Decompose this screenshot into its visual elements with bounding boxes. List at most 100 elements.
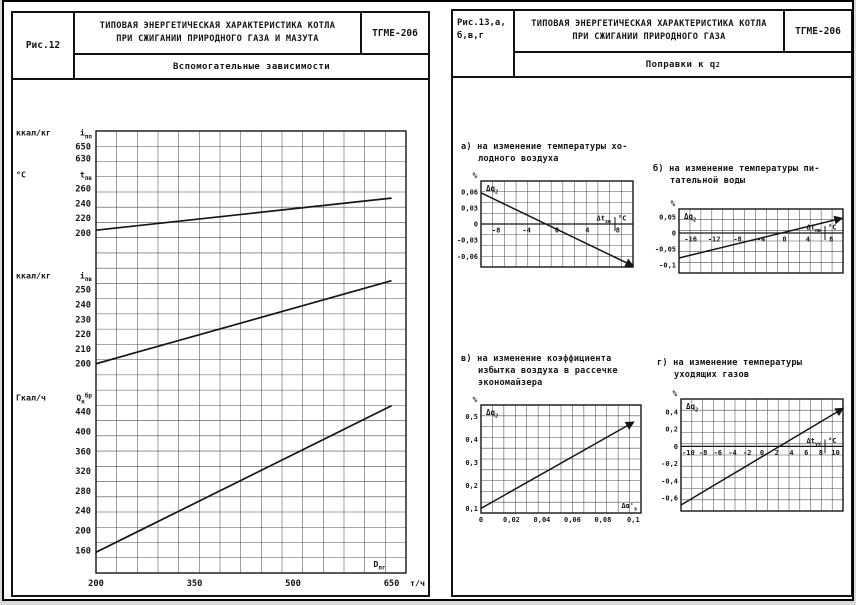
svg-text:220: 220 <box>75 330 91 340</box>
svg-text:350: 350 <box>187 579 203 589</box>
aux-dependencies-chart: ккал/кг iпп 650 630 °C tпв 260 240 220 200 ккал/кг… <box>16 128 425 589</box>
svg-text:0,05: 0,05 <box>659 214 676 222</box>
svg-text:0: 0 <box>674 443 678 451</box>
svg-text:400: 400 <box>75 427 91 437</box>
svg-text:0,06: 0,06 <box>564 516 581 524</box>
svg-text:8: 8 <box>829 236 833 244</box>
svg-text:%: % <box>672 389 677 398</box>
svg-text:-4: -4 <box>522 227 530 235</box>
svg-text:650: 650 <box>384 579 400 589</box>
svg-text:-10: -10 <box>682 449 695 457</box>
svg-text:0,04: 0,04 <box>534 516 551 524</box>
svg-text:ккал/кг: ккал/кг <box>16 128 51 138</box>
svg-text:0,1: 0,1 <box>627 516 640 524</box>
svg-text:Δq2: Δq2 <box>684 212 696 224</box>
svg-text:-8: -8 <box>733 236 741 244</box>
svg-text:%: % <box>670 199 675 208</box>
svg-text:-0,05: -0,05 <box>655 246 676 254</box>
svg-text:360: 360 <box>75 447 91 457</box>
svg-text:-0,6: -0,6 <box>661 495 678 503</box>
svg-text:240: 240 <box>75 300 91 310</box>
correction-chart-feedwater: % Δq2 0,05 0 -0,05 -0,1 -16 -12 -8 -4 0 4 8 Δtпв °C <box>655 199 844 274</box>
svg-text:°C: °C <box>618 215 626 223</box>
svg-text:8: 8 <box>819 449 823 457</box>
svg-text:4: 4 <box>585 227 589 235</box>
svg-text:280: 280 <box>75 487 91 497</box>
section-b-title: б) на изменение температуры пи-тательной… <box>653 164 820 187</box>
section-g-title: г) на изменение температуры уходящих газо… <box>657 358 803 381</box>
svg-text:230: 230 <box>75 315 91 325</box>
section-v-title: в) на изменение коэффициента избытка возд… <box>461 354 618 389</box>
svg-text:-6: -6 <box>714 449 722 457</box>
svg-text:0,4: 0,4 <box>665 408 678 416</box>
right-header: Рис.13,а, б,в,г ТИПОВАЯ ЭНЕРГЕТИЧЕСКАЯ ХА… <box>453 11 851 78</box>
svg-text:°C: °C <box>828 224 836 232</box>
figure-subtitle-left: Вспомогательные зависимости <box>172 61 331 72</box>
subtitle-prefix: Поправки к q <box>645 59 716 70</box>
svg-text:0,2: 0,2 <box>665 426 678 434</box>
svg-text:-0,1: -0,1 <box>659 262 676 270</box>
svg-text:0,02: 0,02 <box>503 516 520 524</box>
svg-text:°C: °C <box>828 437 836 445</box>
svg-text:Dпг: Dпг <box>373 559 385 572</box>
svg-text:4: 4 <box>789 449 793 457</box>
svg-text:0: 0 <box>760 449 764 457</box>
svg-text:320: 320 <box>75 467 91 477</box>
svg-text:-0,06: -0,06 <box>457 253 478 261</box>
svg-text:2: 2 <box>775 449 779 457</box>
svg-text:0,2: 0,2 <box>465 482 478 490</box>
svg-text:0,08: 0,08 <box>594 516 611 524</box>
svg-text:Δq2: Δq2 <box>686 402 698 414</box>
svg-text:220: 220 <box>75 214 91 224</box>
svg-text:iпп: iпп <box>80 128 93 141</box>
svg-text:Δq2: Δq2 <box>486 184 498 196</box>
svg-text:°C: °C <box>16 169 26 179</box>
svg-text:210: 210 <box>75 345 91 355</box>
svg-text:-0,4: -0,4 <box>661 477 678 485</box>
svg-text:200: 200 <box>75 526 91 536</box>
boiler-model-left: ТГМЕ-206 <box>360 13 428 55</box>
svg-text:260: 260 <box>75 184 91 194</box>
svg-text:630: 630 <box>75 155 91 165</box>
svg-text:0: 0 <box>782 236 786 244</box>
boiler-model-right: ТГМЕ-206 <box>783 11 851 53</box>
svg-text:0,03: 0,03 <box>461 204 478 212</box>
svg-text:0: 0 <box>479 516 483 524</box>
svg-text:0: 0 <box>672 230 676 238</box>
svg-text:-4: -4 <box>757 236 765 244</box>
svg-text:0,06: 0,06 <box>461 188 478 196</box>
svg-text:6: 6 <box>804 449 808 457</box>
svg-text:0,1: 0,1 <box>465 505 478 513</box>
figure-number-left: Рис.12 <box>13 13 75 78</box>
svg-text:-8: -8 <box>699 449 707 457</box>
document-title-right: ТИПОВАЯ ЭНЕРГЕТИЧЕСКАЯ ХАРАКТЕРИСТИКА КО… <box>515 11 783 53</box>
svg-text:-8: -8 <box>492 227 500 235</box>
page-left: Рис.12 ТИПОВАЯ ЭНЕРГЕТИЧЕСКАЯ ХАРАКТЕРИС… <box>11 11 430 597</box>
svg-text:Гкал/ч: Гкал/ч <box>16 393 46 403</box>
subtitle-subscript: 2 <box>715 60 721 69</box>
document-title-left: ТИПОВАЯ ЭНЕРГЕТИЧЕСКАЯ ХАРАКТЕРИСТИКА КО… <box>75 13 360 55</box>
svg-text:tпв: tпв <box>80 169 93 182</box>
svg-text:240: 240 <box>75 199 91 209</box>
svg-text:-12: -12 <box>708 236 721 244</box>
page-right: Рис.13,а, б,в,г ТИПОВАЯ ЭНЕРГЕТИЧЕСКАЯ ХА… <box>451 9 852 597</box>
correction-chart-cold-air: % Δq2 0,06 0,03 0 -0,03 -0,06 -8 -4 0 4 8 Δtхв °C <box>457 171 635 268</box>
section-a-title: а) на изменение температуры хо-лодного в… <box>461 142 628 165</box>
svg-text:iпв: iпв <box>80 271 93 284</box>
svg-text:%: % <box>472 397 477 404</box>
svg-text:200: 200 <box>75 229 91 239</box>
svg-text:0,4: 0,4 <box>465 436 478 444</box>
svg-text:Δtхв: Δtхв <box>597 215 612 226</box>
svg-text:0,3: 0,3 <box>465 459 478 467</box>
svg-text:4: 4 <box>806 236 810 244</box>
svg-text:0: 0 <box>555 227 559 235</box>
svg-text:160: 160 <box>75 546 91 556</box>
svg-text:Δtух: Δtух <box>807 437 822 448</box>
svg-text:-16: -16 <box>684 236 697 244</box>
svg-text:10: 10 <box>831 449 839 457</box>
svg-text:8: 8 <box>616 227 620 235</box>
svg-text:-2: -2 <box>743 449 751 457</box>
left-header: Рис.12 ТИПОВАЯ ЭНЕРГЕТИЧЕСКАЯ ХАРАКТЕРИС… <box>13 13 428 80</box>
svg-text:ккал/кг: ккал/кг <box>16 271 51 281</box>
